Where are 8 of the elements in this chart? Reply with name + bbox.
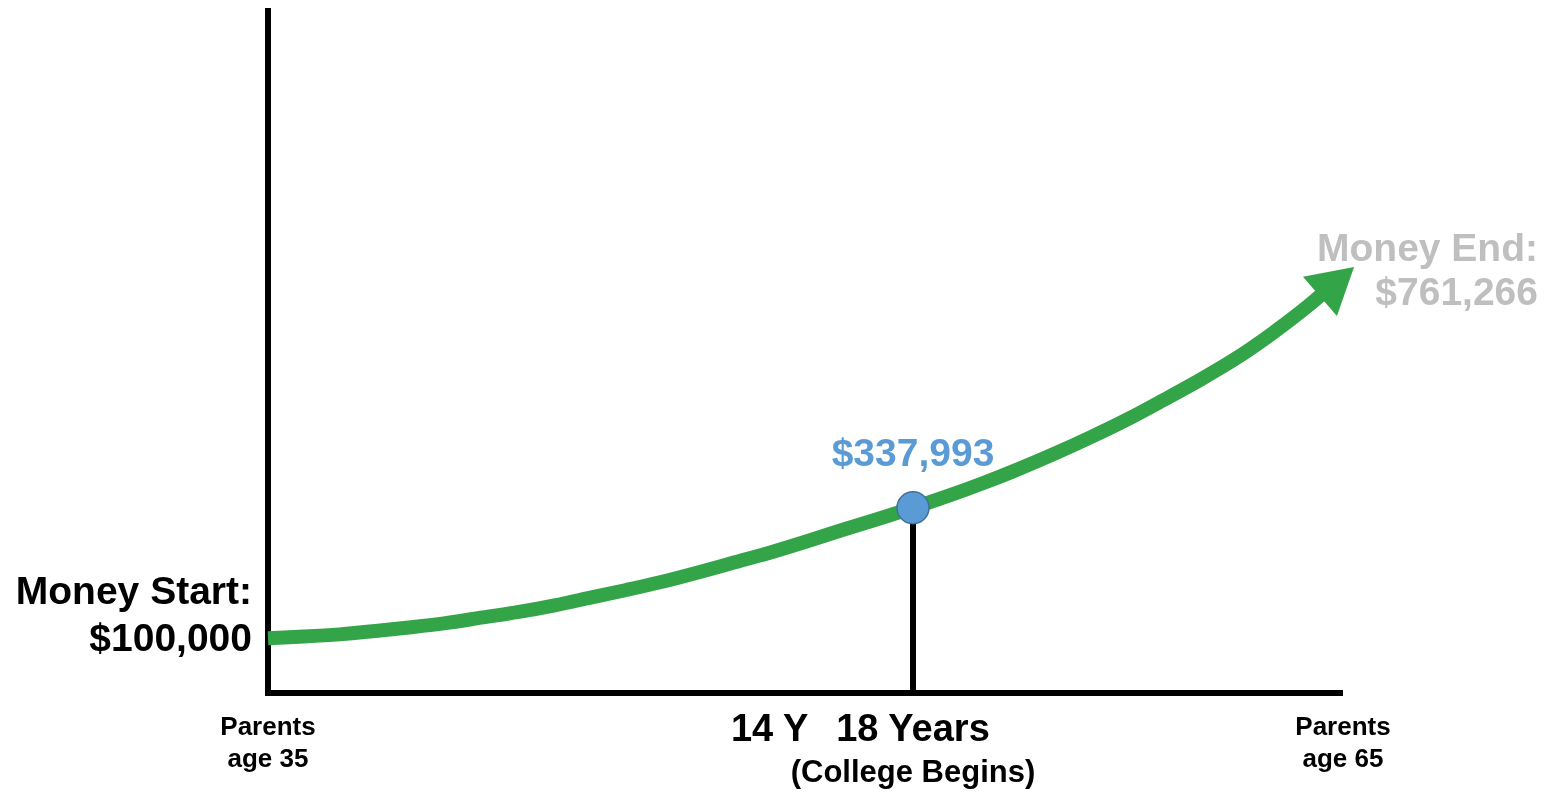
data-label: $337,993: [831, 430, 995, 474]
annotation: Money End: $761,266: [1317, 225, 1538, 313]
x-tick-label: 18 Years: [836, 707, 990, 750]
x-tick-label: Parents age 35: [220, 711, 316, 774]
annotation: Money Start: $100,000: [15, 568, 252, 659]
text: (College Begins): [790, 753, 1036, 789]
x-tick-label: Parents age 65: [1295, 711, 1391, 774]
x-tick-label: 14 Y: [730, 707, 809, 750]
